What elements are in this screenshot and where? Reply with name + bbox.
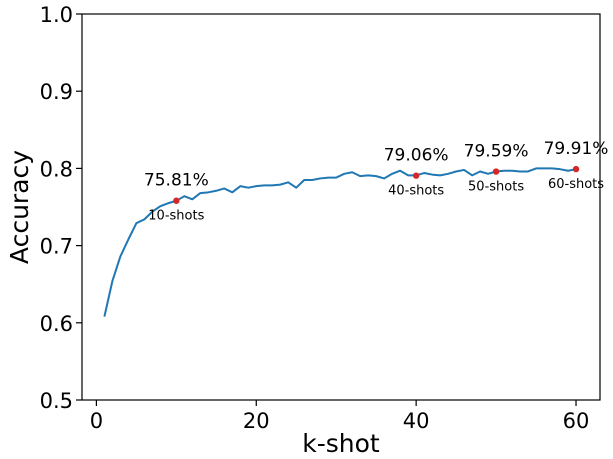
x-axis-title: k-shot [302,429,380,458]
y-tick-label: 0.5 [40,389,73,413]
annotation-shot-label: 50-shots [468,180,524,195]
x-tick-label: 0 [90,409,103,433]
x-tick-label: 60 [563,409,590,433]
annotation-shot-label: 60-shots [548,177,604,192]
highlight-point [572,165,580,173]
plot-frame [81,13,601,401]
y-tick-label: 1.0 [40,3,73,27]
y-tick-label: 0.9 [40,80,73,104]
annotation-value-label: 79.59% [464,142,529,162]
highlight-point [492,168,500,175]
annotation-value-label: 79.06% [384,146,449,166]
annotations: 75.81% 10-shots 79.06% 40-shots 79.59% 50-sho… [144,139,609,224]
x-tick-label: 20 [243,409,270,433]
annotation-value-label: 75.81% [144,171,209,191]
x-tick-label: 40 [403,409,430,433]
y-axis: 0.5 0.6 0.7 0.8 0.9 1.0 [40,3,82,413]
y-tick-label: 0.6 [40,312,73,336]
annotation-value-label: 79.91% [544,139,609,159]
annotation-shot-label: 40-shots [388,184,444,199]
y-axis-title: Accuracy [5,150,34,264]
y-tick-label: 0.8 [40,157,73,181]
highlight-point [412,172,420,179]
highlight-point [173,197,180,204]
y-tick-label: 0.7 [40,235,73,259]
annotation-shot-label: 10-shots [148,209,204,224]
x-axis: 0 20 40 60 [90,400,590,433]
